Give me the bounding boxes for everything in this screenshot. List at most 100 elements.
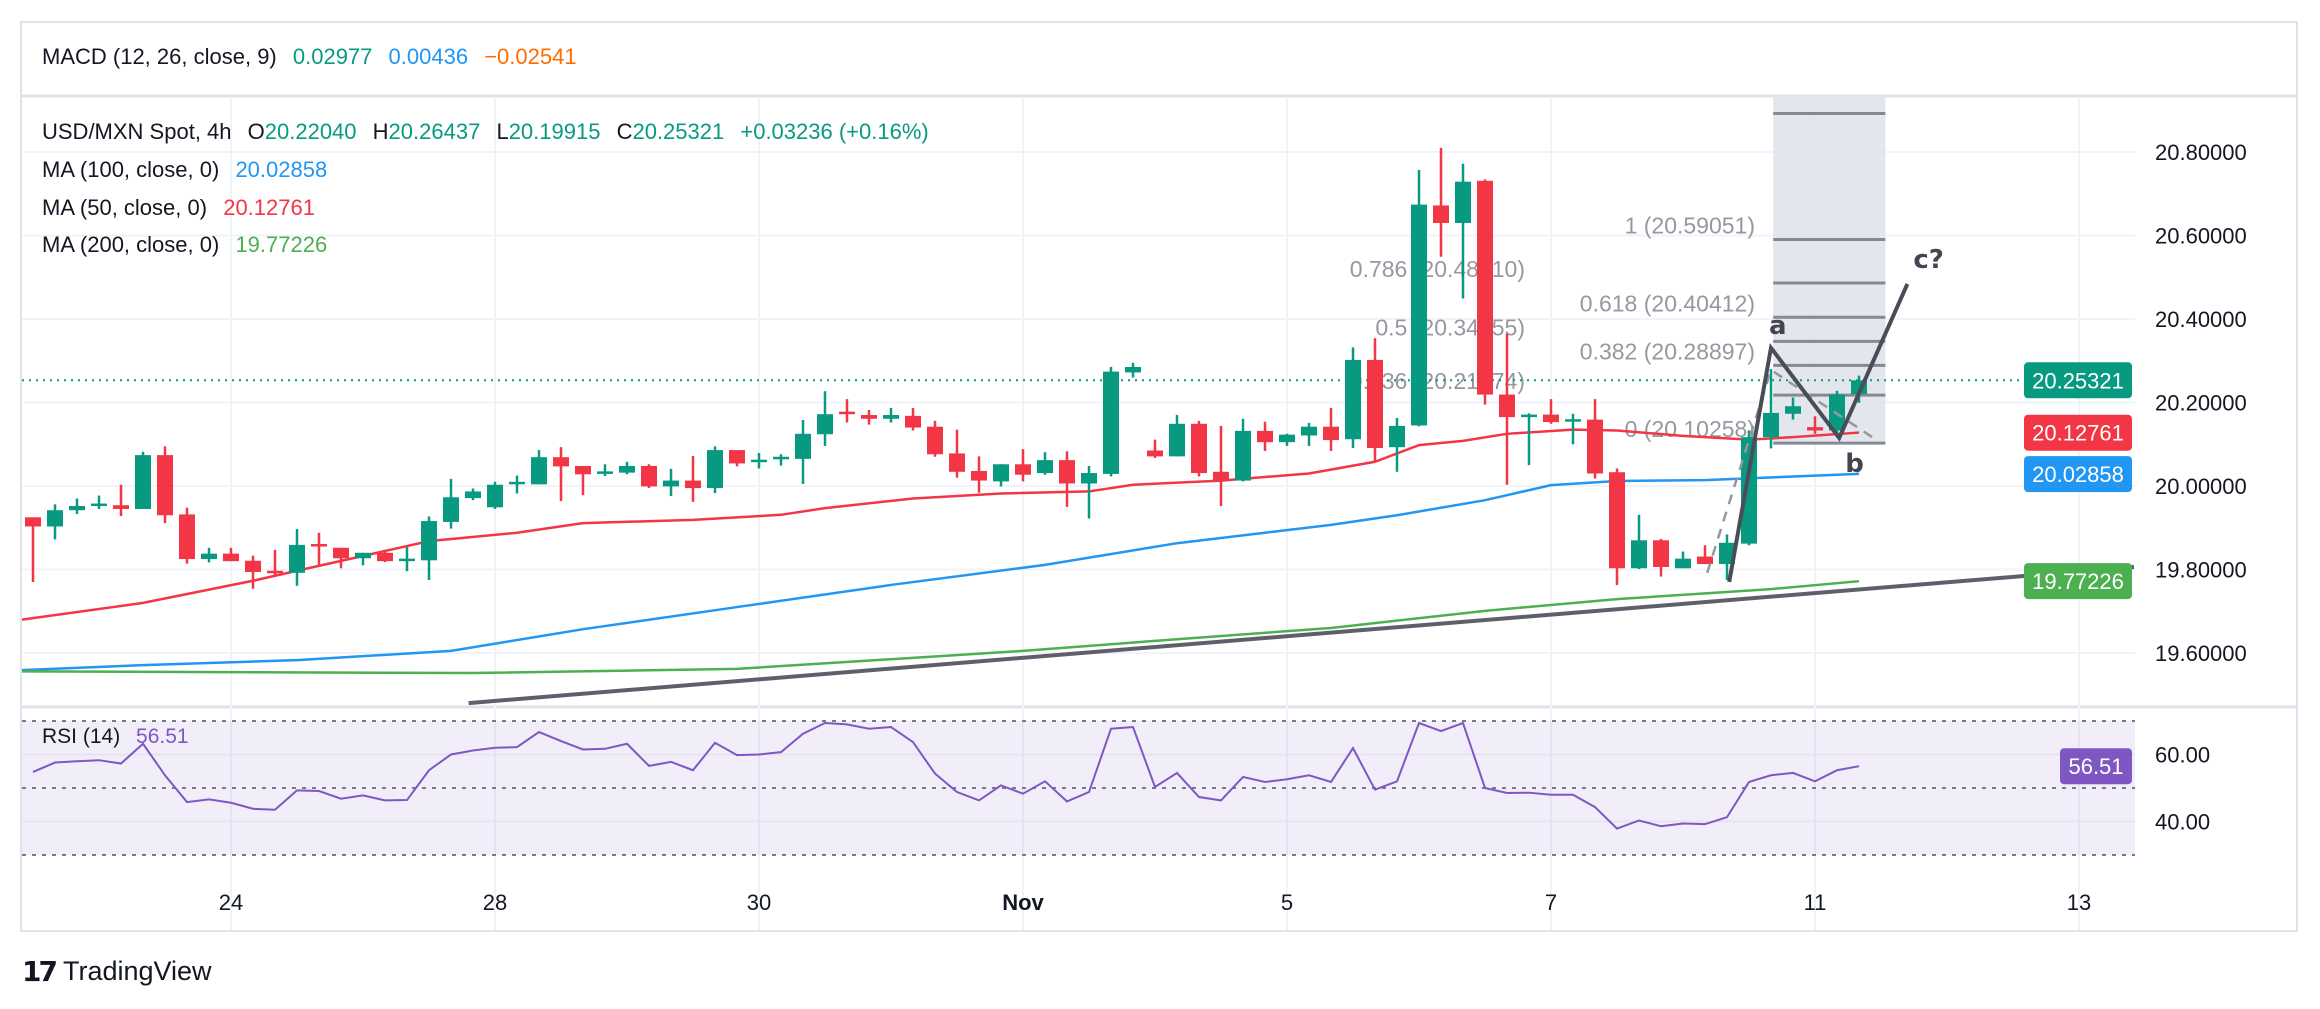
candle	[927, 420, 943, 457]
candle-body	[1675, 558, 1691, 569]
candle	[641, 464, 657, 489]
candle	[1455, 163, 1471, 299]
price-tag-label: 20.12761	[2032, 421, 2124, 446]
candle	[1323, 407, 1339, 451]
open-value: 20.22040	[264, 119, 357, 144]
chart-frame	[20, 21, 2298, 932]
candle-body	[1521, 414, 1537, 418]
candle	[1785, 397, 1801, 420]
candle	[355, 552, 371, 566]
candle-body	[1191, 423, 1207, 474]
candle-body	[553, 457, 569, 467]
candle-body	[157, 455, 173, 516]
rsi-legend[interactable]: RSI (14) 56.51	[42, 724, 199, 750]
candle-body	[971, 470, 987, 481]
ma50-value: 20.12761	[223, 195, 315, 220]
candle	[685, 455, 701, 502]
candle-body	[927, 426, 943, 455]
candle-body	[311, 544, 327, 547]
candle-body	[1587, 419, 1603, 474]
time-axis-label: 28	[483, 890, 507, 915]
candle	[817, 391, 833, 446]
candle-body	[817, 414, 833, 435]
candle-body	[1037, 460, 1053, 474]
low-value: 20.19915	[508, 119, 601, 144]
rsi-tag-box	[2060, 748, 2132, 785]
candle-body	[91, 503, 107, 507]
candle-body	[47, 510, 63, 527]
candle-body	[1257, 430, 1273, 443]
candle-body	[861, 415, 877, 419]
candle-body	[1411, 204, 1427, 426]
time-axis[interactable]: 24 28 30 Nov 5 7 11 13	[219, 890, 2091, 915]
price-axis-label: 20.00000	[2155, 474, 2247, 499]
candle	[1565, 413, 1581, 445]
candle	[135, 451, 151, 509]
ma50-line	[22, 428, 1860, 621]
candle	[773, 454, 789, 466]
time-axis-label: 30	[747, 890, 771, 915]
tradingview-brand[interactable]: 17 TradingView	[22, 955, 212, 988]
candle	[729, 450, 745, 467]
macd-value: 0.02977	[292, 44, 373, 69]
candle-body	[1565, 419, 1581, 422]
candle	[949, 429, 965, 478]
candle-body	[1367, 359, 1383, 449]
time-axis-label: 11	[1804, 890, 1827, 915]
candle	[531, 450, 547, 485]
ma50-legend[interactable]: MA (50, close, 0) 20.12761	[42, 195, 325, 221]
candle	[509, 475, 525, 494]
candle	[883, 407, 899, 423]
candle-body	[949, 453, 965, 472]
time-axis-label: 24	[219, 890, 243, 915]
candle-body	[1345, 359, 1361, 440]
price-axis[interactable]: 20.80000 20.60000 20.40000 20.20000 20.00000…	[2024, 140, 2247, 835]
candle-body	[1015, 464, 1031, 475]
candle-body	[993, 464, 1009, 482]
candle	[1037, 452, 1053, 475]
macd-label: MACD (12, 26, close, 9)	[42, 44, 277, 69]
price-pane: 0 (20.10258)0.236 (20.21774)0.382 (20.28…	[22, 97, 2135, 706]
rsi-axis-label: 60.00	[2155, 743, 2210, 768]
price-tag-box	[2024, 456, 2132, 493]
wave-label-a: a	[1769, 311, 1787, 341]
candle-body	[1433, 205, 1449, 223]
candle	[1059, 451, 1075, 507]
candle-body	[113, 505, 129, 509]
candle-body	[1125, 367, 1141, 373]
candle	[1191, 420, 1207, 477]
candle	[1235, 418, 1251, 482]
candle-body	[1059, 460, 1075, 484]
fib-level-label: 0.618 (20.40412)	[1580, 290, 1755, 316]
tradingview-logo-icon: 17	[22, 955, 58, 988]
candle-body	[1763, 412, 1779, 438]
candle-body	[729, 450, 745, 464]
candle	[1719, 534, 1735, 580]
macd-legend: MACD (12, 26, close, 9) 0.02977 0.00436 …	[42, 44, 587, 70]
ma100-legend[interactable]: MA (100, close, 0) 20.02858	[42, 157, 337, 183]
change-value: +0.03236 (+0.16%)	[740, 119, 929, 144]
candle-body	[707, 450, 723, 489]
candle-body	[1235, 430, 1251, 481]
symbol-name[interactable]: USD/MXN Spot, 4h	[42, 119, 232, 144]
candle-body	[267, 570, 283, 574]
candle-body	[883, 415, 899, 419]
candle	[1587, 399, 1603, 479]
candle	[443, 478, 459, 529]
candle-body	[905, 415, 921, 428]
candle	[553, 447, 569, 502]
candle	[1015, 449, 1031, 482]
candle	[575, 465, 591, 496]
price-axis-label: 19.60000	[2155, 641, 2247, 666]
candle-body	[377, 552, 393, 562]
candle-body	[597, 471, 613, 474]
candle	[1125, 362, 1141, 378]
abc-wave-line	[1727, 283, 1910, 583]
candle	[113, 484, 129, 517]
candle	[1169, 415, 1185, 457]
ma200-legend[interactable]: MA (200, close, 0) 19.77226	[42, 232, 337, 258]
candle-body	[1169, 423, 1185, 457]
candle-body	[1213, 471, 1229, 481]
candle-body	[1631, 540, 1647, 569]
